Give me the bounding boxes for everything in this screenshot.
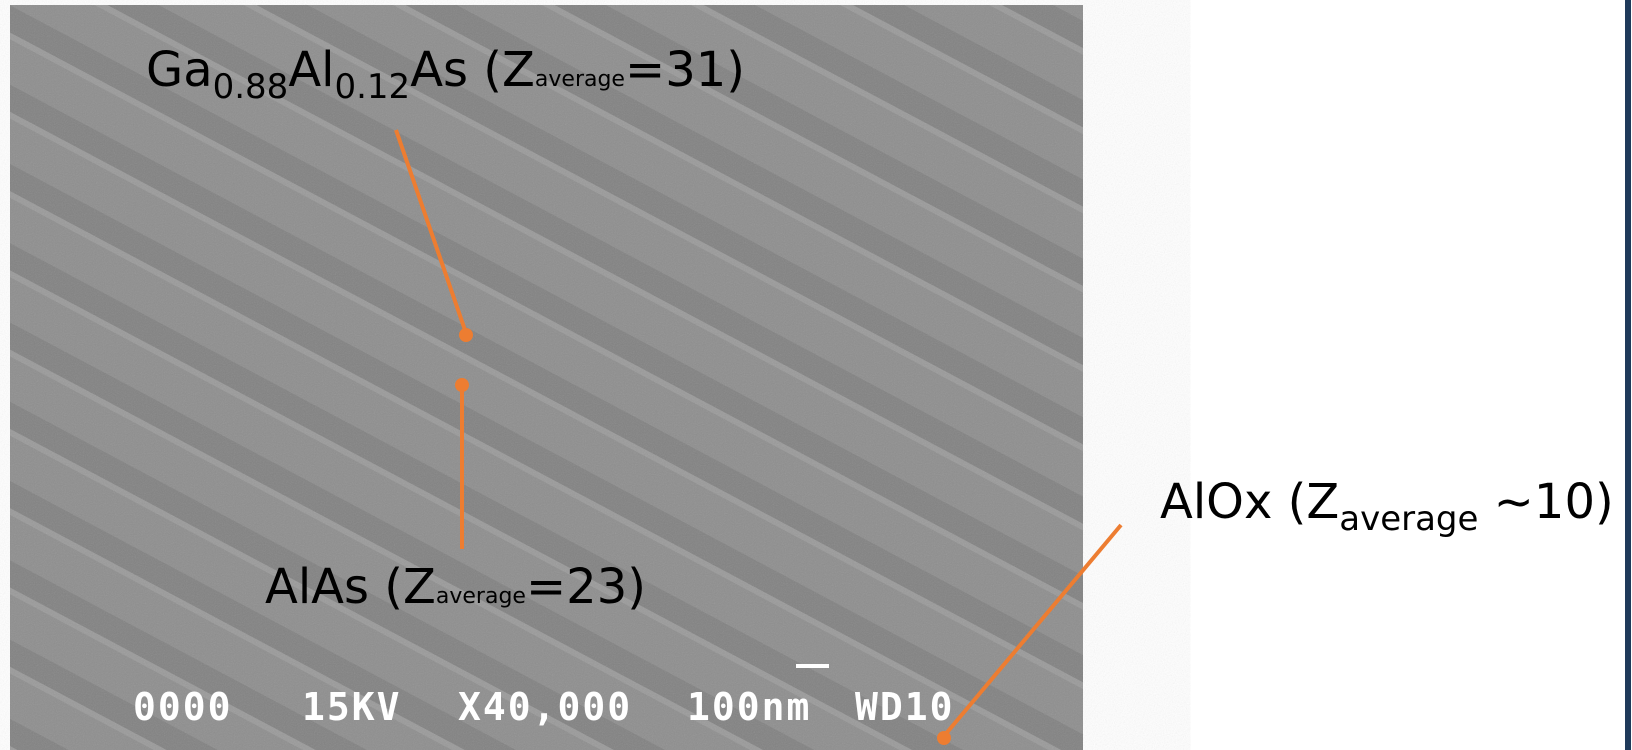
text: As (Z [410, 42, 535, 98]
text: Al [288, 42, 334, 98]
subscript: 0.88 [213, 67, 289, 107]
sem-scale: 100nm [687, 685, 811, 729]
sem-voltage: 15KV [302, 685, 402, 729]
subscript: average [535, 67, 625, 92]
sem-wd: WD10 [855, 685, 955, 729]
annotations [394, 129, 1123, 745]
subscript: average [1339, 499, 1478, 539]
text: AlOx (Z [1160, 474, 1339, 530]
sem-image: 0000 15KV X40,000 100nm WD10 [10, 5, 1083, 750]
text: Ga [146, 42, 213, 98]
subscript: average [436, 584, 526, 609]
sem-magnification: X40,000 [458, 685, 632, 729]
subscript: 0.12 [334, 67, 410, 107]
text: ~10) [1478, 474, 1613, 530]
label-alas: AlAs (Zaverage=23) [265, 559, 646, 615]
text: =23) [526, 559, 646, 615]
label-gaalas: Ga0.88Al0.12As (Zaverage=31) [146, 42, 745, 107]
label-alox: AlOx (Zaverage ~10) [1160, 474, 1614, 539]
text: AlAs (Z [265, 559, 436, 615]
text: =31) [625, 42, 745, 98]
sem-id: 0000 [133, 685, 233, 729]
